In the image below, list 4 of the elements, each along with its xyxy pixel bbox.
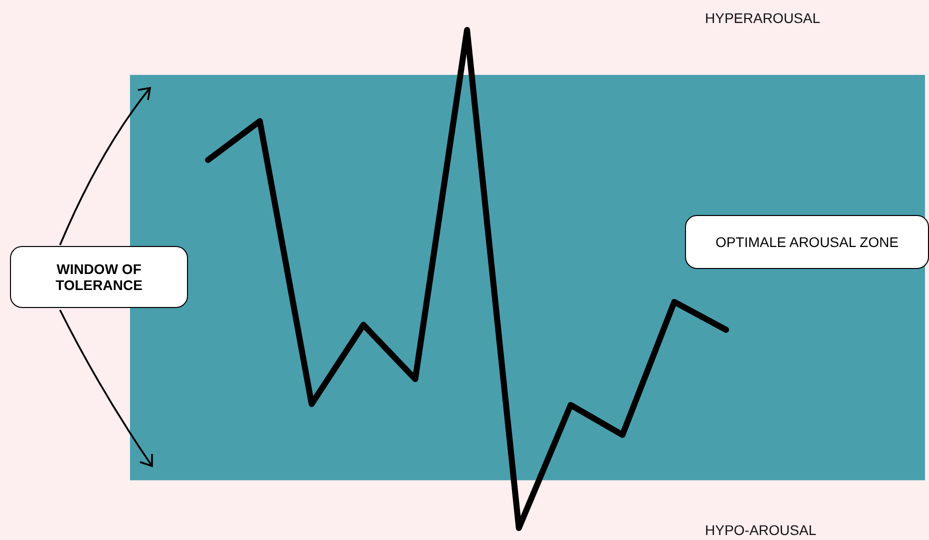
callout: WINDOW OF TOLERANCE: [10, 246, 188, 308]
text: HYPERAROUSAL: [705, 10, 820, 26]
callout: OPTIMALE AROUSAL ZONE: [685, 215, 929, 269]
annotation: HYPO-AROUSAL: [705, 522, 816, 538]
